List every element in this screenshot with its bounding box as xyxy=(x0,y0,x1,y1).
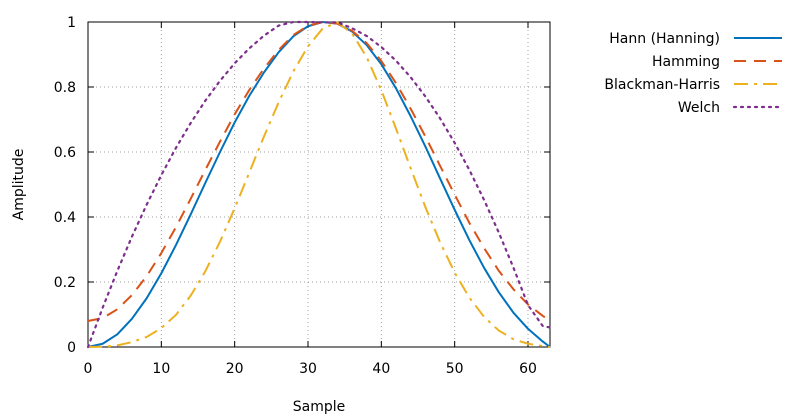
x-tick-label: 50 xyxy=(446,361,464,377)
grid xyxy=(88,22,550,347)
series-line-hamming xyxy=(87,21,551,322)
x-tick-label: 30 xyxy=(299,361,317,377)
series-line-welch xyxy=(86,20,552,349)
series-lines xyxy=(86,20,552,349)
y-tick-label: 0 xyxy=(67,340,76,356)
x-tick-label: 20 xyxy=(226,361,244,377)
legend-label: Hamming xyxy=(652,54,720,70)
y-tick-label: 0.6 xyxy=(54,145,76,161)
x-axis-label: Sample xyxy=(293,399,346,415)
series-line-hann-hanning xyxy=(87,21,551,348)
x-tick-label: 60 xyxy=(519,361,537,377)
legend-label: Welch xyxy=(678,100,720,116)
series-line-blackman-harris xyxy=(87,21,551,348)
legend-label: Blackman-Harris xyxy=(604,77,720,93)
y-tick-label: 0.4 xyxy=(54,210,76,226)
x-tick-label: 10 xyxy=(152,361,170,377)
axis-ticks: 0 10 20 30 40 50 60 0 0.2 0.4 0.6 0.8 1 xyxy=(54,15,550,377)
x-tick-label: 0 xyxy=(84,361,93,377)
y-tick-label: 0.8 xyxy=(54,80,76,96)
legend: Hann (Hanning) Hamming Blackman-Harris Welc… xyxy=(604,31,784,116)
legend-label: Hann (Hanning) xyxy=(609,31,720,47)
y-tick-label: 1 xyxy=(67,15,76,31)
y-axis-label: Amplitude xyxy=(11,149,27,221)
x-tick-label: 40 xyxy=(372,361,390,377)
y-tick-label: 0.2 xyxy=(54,275,76,291)
